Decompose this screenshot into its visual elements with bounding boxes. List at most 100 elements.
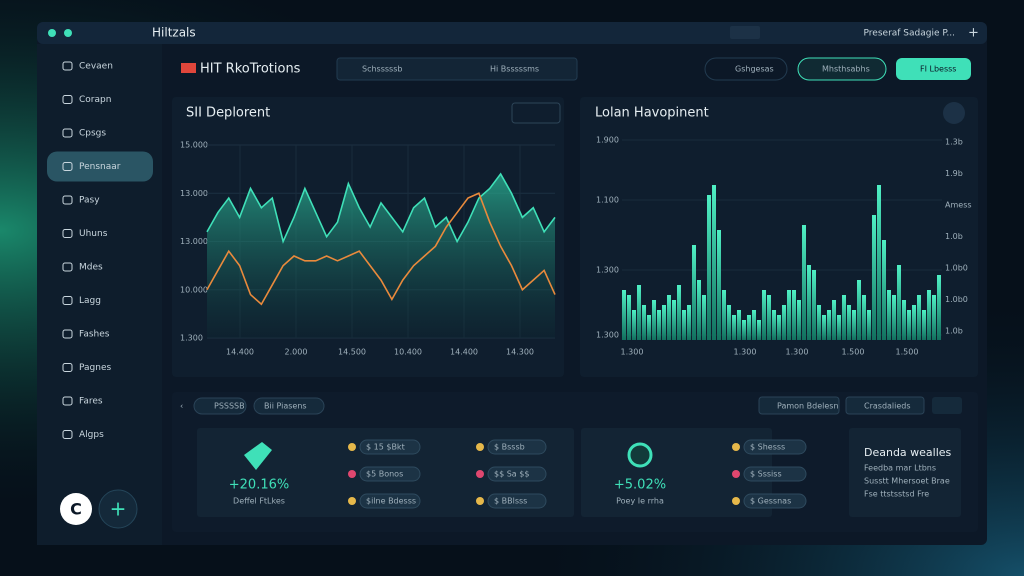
bar — [887, 290, 891, 340]
search-box[interactable] — [336, 57, 578, 81]
bar — [847, 305, 851, 340]
x-tick-label: 14.400 — [226, 348, 254, 357]
window-dot[interactable] — [64, 29, 72, 37]
bar — [782, 305, 786, 340]
pill[interactable] — [743, 466, 807, 482]
sidebar-item[interactable]: Mdes — [79, 263, 103, 273]
pill[interactable] — [487, 493, 547, 509]
panel-button[interactable] — [943, 102, 965, 124]
bar — [907, 310, 911, 340]
sidebar-item[interactable]: Uhuns — [79, 229, 108, 239]
pill[interactable] — [487, 439, 547, 455]
sidebar-item[interactable]: Cpsgs — [79, 129, 106, 139]
y-tick-label: 15.000 — [180, 141, 208, 150]
search-action[interactable]: Hi Bsssssms — [490, 65, 539, 74]
card-title: Deanda wealles — [864, 446, 952, 459]
action-button[interactable] — [932, 397, 962, 414]
sidebar-item[interactable]: Pasy — [79, 196, 100, 206]
x-tick-label: 14.400 — [450, 348, 478, 357]
button[interactable] — [704, 57, 788, 81]
bar — [727, 305, 731, 340]
y-tick-label: 1.100 — [596, 196, 619, 205]
bar — [902, 300, 906, 340]
action-button[interactable] — [845, 396, 925, 415]
x-tick-label: 1.300 — [786, 348, 809, 357]
pill[interactable] — [359, 466, 421, 482]
pill-icon — [348, 470, 356, 478]
panel-tools[interactable] — [511, 102, 561, 124]
sidebar-item[interactable]: Fares — [79, 397, 103, 407]
sidebar-icon — [62, 396, 73, 406]
sidebar-item[interactable]: Fashes — [79, 330, 110, 340]
card — [581, 428, 772, 517]
bar — [667, 295, 671, 340]
add-button[interactable] — [98, 489, 138, 529]
pill[interactable] — [743, 493, 807, 509]
line — [206, 172, 556, 244]
sidebar-item[interactable]: Lagg — [79, 296, 101, 306]
area — [207, 173, 555, 338]
bar — [852, 310, 856, 340]
chevron: ‹ — [180, 402, 183, 411]
logo[interactable] — [60, 493, 92, 525]
bar — [937, 275, 941, 340]
pill[interactable] — [743, 439, 807, 455]
window-dot[interactable] — [48, 29, 56, 37]
stat-value: +5.02% — [614, 478, 666, 493]
primary-button[interactable] — [896, 58, 971, 80]
sidebar-icon — [62, 195, 73, 205]
sidebar-item[interactable]: Corapn — [79, 95, 111, 105]
bar — [712, 185, 716, 340]
pill-label: $5 Bonos — [366, 470, 403, 479]
bar — [672, 300, 676, 340]
action-label: Crasdalieds — [864, 402, 911, 411]
bar — [637, 285, 641, 340]
bar — [792, 290, 796, 340]
button[interactable] — [797, 57, 887, 81]
bar — [862, 295, 866, 340]
add-icon[interactable]: + — [968, 26, 979, 41]
y-tick-label: 1.300 — [596, 331, 619, 340]
sidebar-items: Cevaen Corapn Cpsgs Pensnaar Pasy Uhuns Mdes La… — [47, 61, 153, 440]
y-tick-label: 13.000 — [180, 237, 208, 246]
sidebar-item[interactable]: Pensnaar — [79, 162, 121, 172]
sidebar-item[interactable]: Pagnes — [79, 363, 111, 373]
card-icon — [244, 442, 272, 470]
pill[interactable] — [359, 493, 421, 509]
brand: HIT RkoTrotions — [200, 62, 301, 77]
y-tick-label: 1.300 — [596, 266, 619, 275]
bar — [757, 320, 761, 340]
bar — [742, 320, 746, 340]
bar — [857, 280, 861, 340]
bar — [822, 315, 826, 340]
pill-label: $ Gessnas — [750, 497, 791, 506]
pill-label: $ 15 $Bkt — [366, 443, 405, 452]
bar — [717, 230, 721, 340]
bar — [927, 290, 931, 340]
sidebar-item[interactable]: Cevaen — [79, 62, 113, 72]
card-line: Feedba mar Ltbns — [864, 464, 936, 473]
bar — [722, 290, 726, 340]
bar — [657, 310, 661, 340]
tab[interactable] — [253, 397, 325, 415]
sidebar-active — [47, 151, 153, 182]
sidebar-icon — [62, 95, 73, 104]
pill[interactable] — [487, 466, 547, 482]
bar — [682, 310, 686, 340]
card-line: Susstt Mhersoet Brae — [864, 477, 950, 486]
pill-icon — [348, 443, 356, 451]
window-user: Preseraf Sadagie P... — [864, 29, 955, 39]
sidebar-icon — [62, 162, 73, 171]
pill-icon — [476, 470, 484, 478]
title-button[interactable] — [730, 26, 760, 39]
sidebar-item[interactable]: Algps — [79, 430, 104, 440]
action-button[interactable] — [758, 396, 840, 415]
bar — [737, 310, 741, 340]
sidebar-icon — [62, 229, 73, 238]
bar — [842, 295, 846, 340]
tab[interactable] — [193, 397, 247, 415]
pill-label: $$ Sa $$ — [494, 470, 529, 479]
pill[interactable] — [359, 439, 421, 455]
sidebar — [37, 44, 162, 545]
right-label: 1.0b0 — [945, 264, 968, 273]
